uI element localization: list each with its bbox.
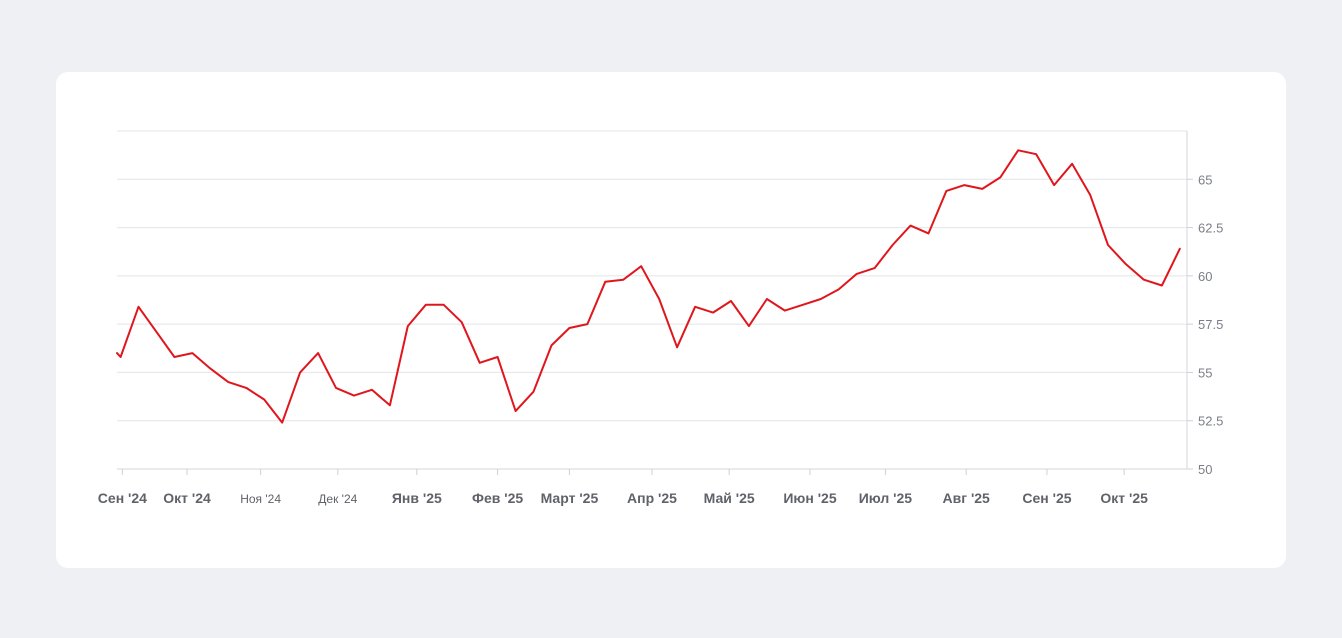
series-layer	[116, 149, 1181, 424]
y-tick-label: 57.5	[1198, 317, 1223, 332]
x-tick-label: Сен '24	[98, 490, 147, 506]
x-tick-label: Сен '25	[1022, 490, 1071, 506]
x-tick-label: Март '25	[541, 490, 599, 506]
y-tick-label: 50	[1198, 462, 1212, 477]
x-tick-label: Фев '25	[472, 490, 523, 506]
x-tick-label: Май '25	[704, 490, 755, 506]
y-tick-label: 65	[1198, 172, 1212, 187]
x-tick-label: Окт '25	[1100, 490, 1148, 506]
y-tick-label: 62.5	[1198, 221, 1223, 236]
x-tick-label: Июн '25	[783, 490, 836, 506]
x-tick-label: Дек '24	[318, 492, 357, 506]
x-axis-tick-labels: Сен '24 Окт '24 Ноя '24 Дек '24 Янв '25 Фев '…	[98, 490, 1148, 506]
chart-card	[56, 72, 1286, 568]
x-tick-label: Апр '25	[627, 490, 677, 506]
y-axis-tick-labels: 65 62.5 60 57.5 55 52.5 50	[1198, 172, 1223, 477]
series-line	[116, 149, 1181, 424]
x-tick-label: Июл '25	[859, 490, 913, 506]
x-tick-label: Янв '25	[392, 490, 442, 506]
x-tick-label: Окт '24	[163, 490, 211, 506]
y-tick-label: 55	[1198, 365, 1212, 380]
axes	[117, 131, 1193, 475]
x-tick-label: Авг '25	[943, 490, 991, 506]
y-tick-label: 60	[1198, 269, 1212, 284]
y-tick-label: 52.5	[1198, 414, 1223, 429]
gridlines	[117, 130, 1187, 422]
x-tick-label: Ноя '24	[240, 492, 281, 506]
